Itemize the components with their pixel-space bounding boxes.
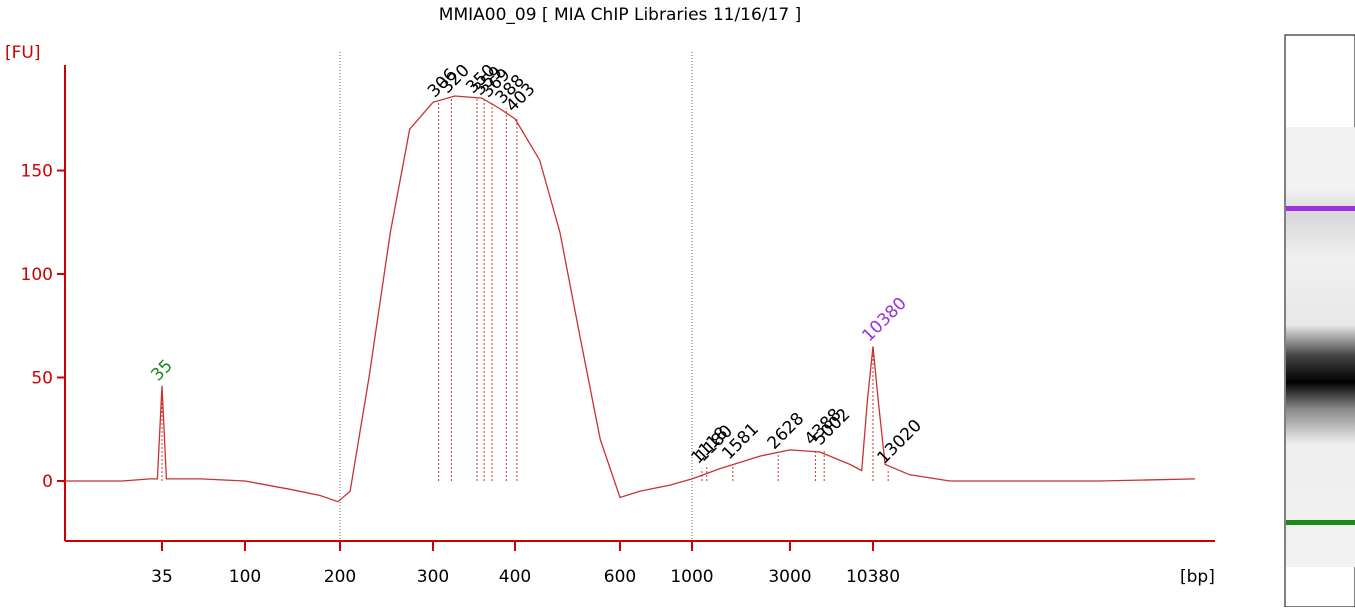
x-tick-label: 600 bbox=[604, 567, 636, 587]
trace bbox=[65, 95, 1196, 503]
x-axis-label: [bp] bbox=[1180, 567, 1215, 587]
x-tick-label: 3000 bbox=[768, 567, 811, 587]
y-axis-label: [FU] bbox=[5, 43, 41, 63]
gel-upper-marker bbox=[1286, 206, 1355, 211]
x-tick-label: 1000 bbox=[670, 567, 713, 587]
x-tick-label: 400 bbox=[499, 567, 531, 587]
y-tick-label: 0 bbox=[42, 472, 53, 492]
x-tick-label: 35 bbox=[151, 567, 173, 587]
y-tick-label: 150 bbox=[21, 162, 53, 182]
x-tick-label: 200 bbox=[324, 567, 356, 587]
gel-lane bbox=[1286, 127, 1355, 567]
x-tick-label: 300 bbox=[417, 567, 449, 587]
y-tick-label: 50 bbox=[31, 369, 53, 389]
peak-label: 13020 bbox=[874, 416, 926, 468]
x-tick-label: 100 bbox=[229, 567, 261, 587]
chart-title: MMIA00_09 [ MIA ChIP Libraries 11/16/17 … bbox=[439, 5, 801, 25]
peak-label: 2628 bbox=[764, 409, 809, 454]
y-tick-label: 100 bbox=[21, 265, 53, 285]
gel-lower-marker bbox=[1286, 520, 1355, 525]
peak-label: 35 bbox=[147, 356, 176, 385]
x-tick-label: 10380 bbox=[846, 567, 900, 587]
peak-label: 10380 bbox=[858, 294, 910, 346]
